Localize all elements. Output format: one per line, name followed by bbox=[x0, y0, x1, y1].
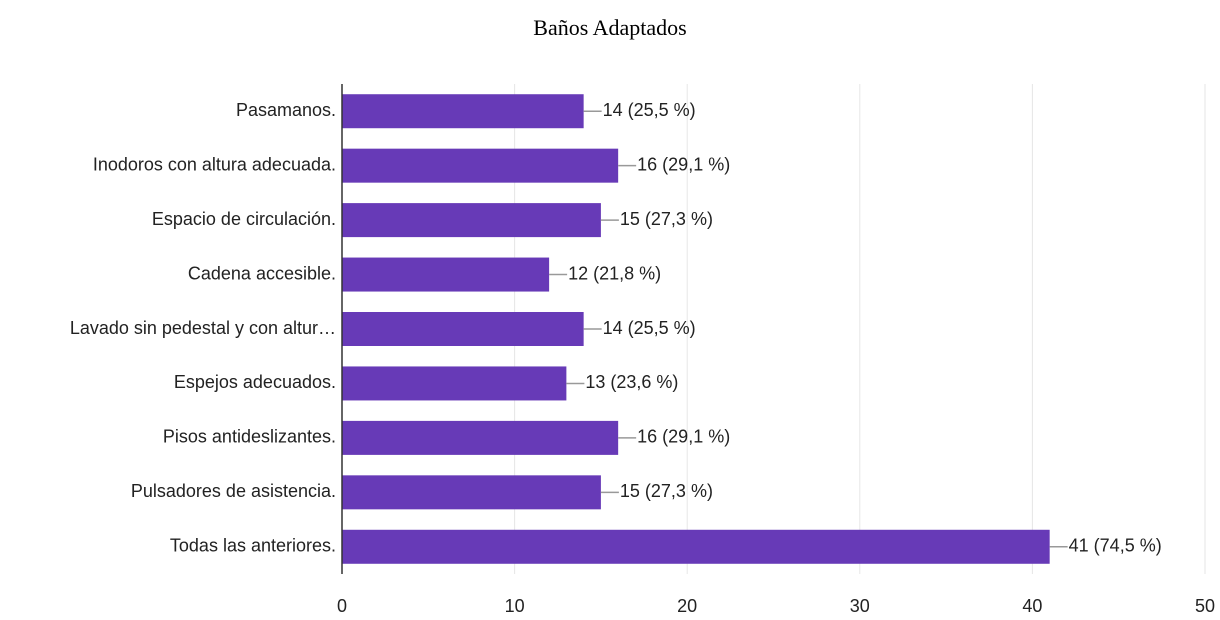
y-tick-label: Lavado sin pedestal y con altur… bbox=[70, 318, 336, 338]
value-label: 16 (29,1 %) bbox=[637, 427, 730, 447]
value-label: 13 (23,6 %) bbox=[585, 372, 678, 392]
bar bbox=[342, 312, 584, 346]
value-label: 15 (27,3 %) bbox=[620, 481, 713, 501]
bar bbox=[342, 257, 550, 292]
value-label: 41 (74,5 %) bbox=[1069, 536, 1162, 556]
x-tick-label: 10 bbox=[505, 596, 525, 616]
value-label: 16 (29,1 %) bbox=[637, 154, 730, 174]
bar bbox=[342, 148, 619, 183]
chart-title: Baños Adaptados bbox=[533, 15, 686, 40]
value-label: 14 (25,5 %) bbox=[603, 100, 696, 120]
y-tick-label: Cadena accesible. bbox=[188, 263, 336, 283]
y-tick-label: Pisos antideslizantes. bbox=[163, 427, 336, 447]
bar bbox=[342, 420, 619, 455]
bar bbox=[342, 475, 601, 510]
value-label: 12 (21,8 %) bbox=[568, 263, 661, 283]
x-tick-label: 0 bbox=[337, 596, 347, 616]
x-tick-label: 20 bbox=[677, 596, 697, 616]
bar bbox=[342, 529, 1050, 564]
y-tick-label: Pasamanos. bbox=[236, 100, 336, 120]
x-tick-label: 40 bbox=[1022, 596, 1042, 616]
value-label: 14 (25,5 %) bbox=[603, 318, 696, 338]
bar bbox=[342, 366, 567, 401]
x-tick-label: 30 bbox=[850, 596, 870, 616]
y-tick-label: Inodoros con altura adecuada. bbox=[93, 154, 336, 174]
y-tick-label: Espejos adecuados. bbox=[174, 372, 336, 392]
bar bbox=[342, 94, 584, 129]
bar bbox=[342, 203, 601, 238]
y-tick-label: Espacio de circulación. bbox=[152, 209, 336, 229]
x-tick-label: 50 bbox=[1195, 596, 1215, 616]
y-tick-label: Pulsadores de asistencia. bbox=[131, 481, 336, 501]
y-tick-label: Todas las anteriores. bbox=[170, 536, 336, 556]
value-label: 15 (27,3 %) bbox=[620, 209, 713, 229]
